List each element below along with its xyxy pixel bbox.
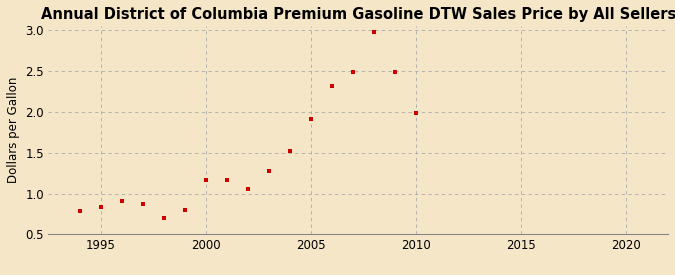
Point [410, 110, 421, 115]
Title: Annual District of Columbia Premium Gasoline DTW Sales Price by All Sellers: Annual District of Columbia Premium Gaso… [40, 7, 675, 22]
Point [389, 70, 400, 75]
Point [306, 117, 317, 121]
Point [221, 178, 232, 183]
Point [159, 216, 169, 220]
Point [242, 186, 253, 191]
Point [348, 70, 358, 75]
Point [180, 208, 190, 212]
Point [327, 84, 338, 89]
Point [263, 168, 274, 173]
Y-axis label: Dollars per Gallon: Dollars per Gallon [7, 77, 20, 183]
Point [200, 177, 211, 182]
Point [74, 209, 85, 214]
Point [284, 149, 295, 153]
Point [95, 205, 106, 210]
Point [138, 202, 148, 206]
Point [369, 30, 379, 35]
Point [116, 199, 127, 203]
